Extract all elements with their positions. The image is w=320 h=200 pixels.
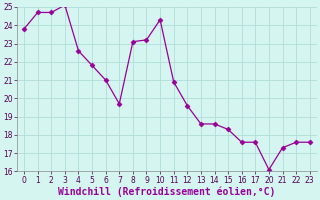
X-axis label: Windchill (Refroidissement éolien,°C): Windchill (Refroidissement éolien,°C) (58, 186, 276, 197)
